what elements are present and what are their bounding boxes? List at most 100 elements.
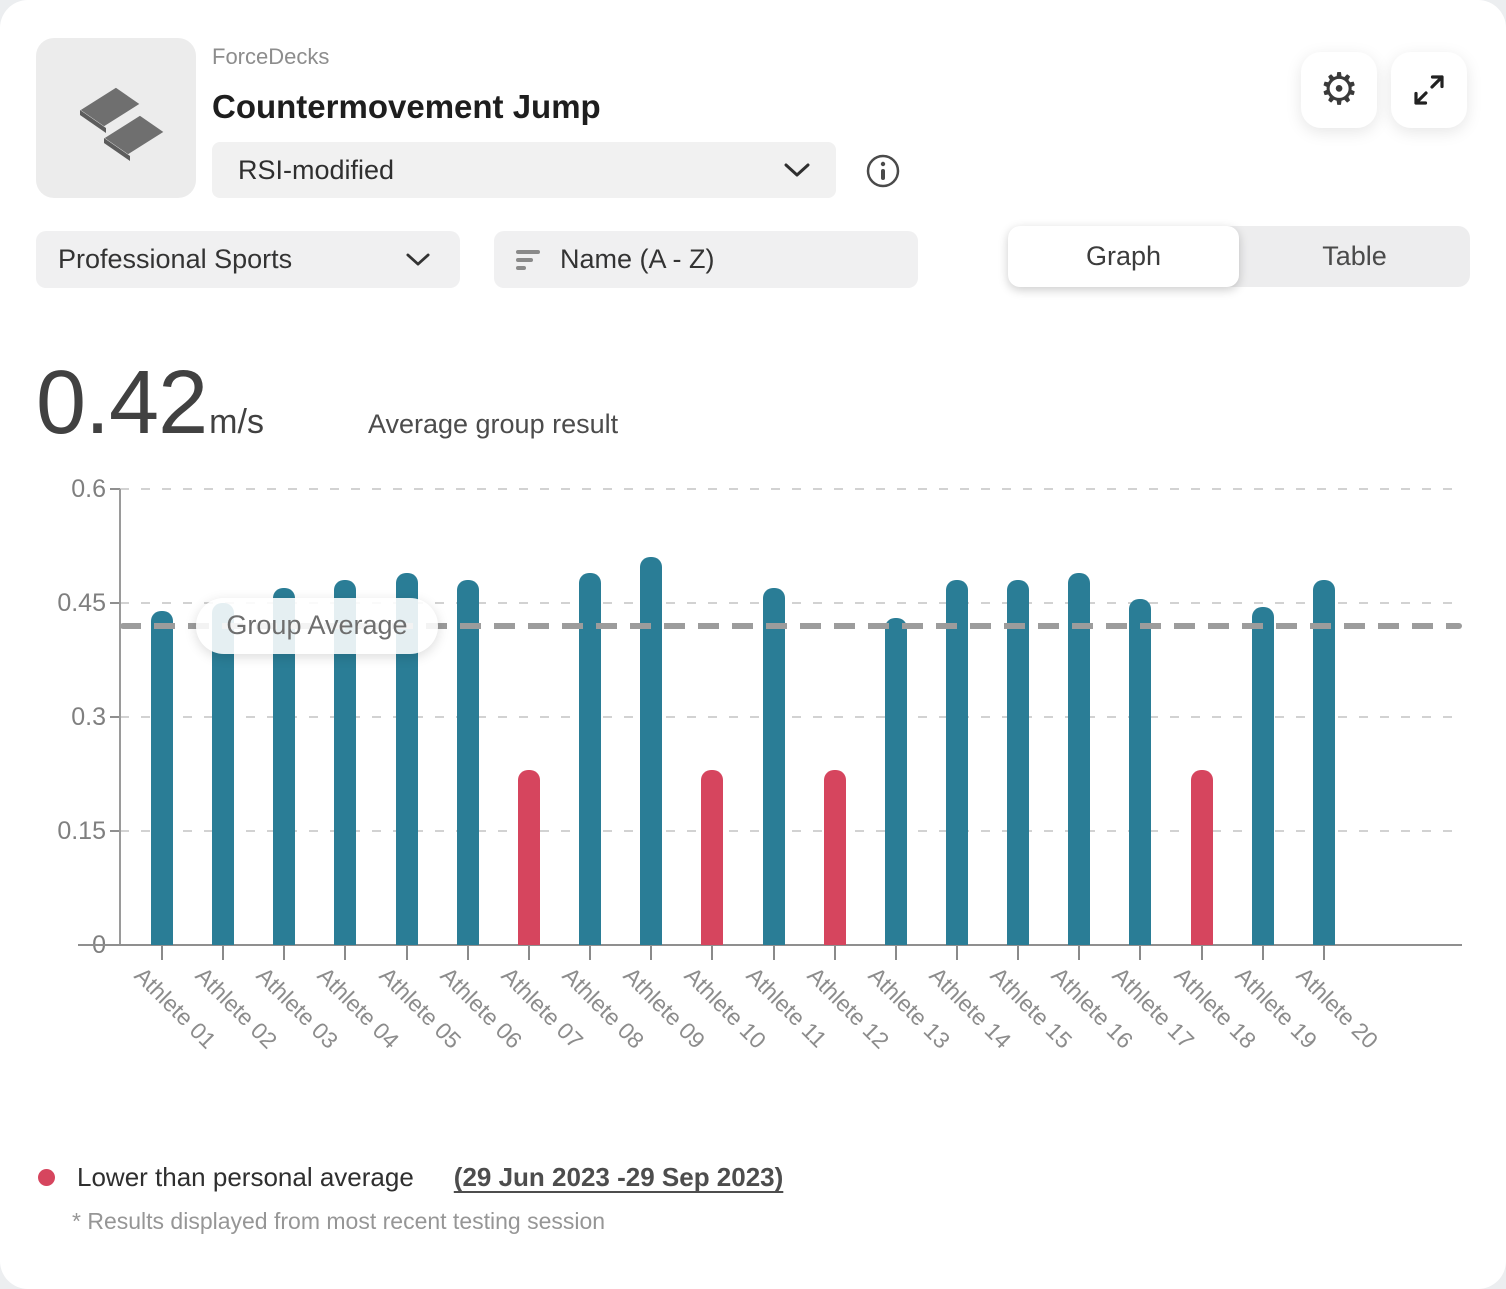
gridline (120, 488, 1462, 490)
date-range-link[interactable]: (29 Jun 2023 -29 Sep 2023) (453, 1162, 784, 1192)
group-average-pill[interactable]: Group Average (196, 597, 438, 654)
y-axis-label: 0.15 (57, 817, 106, 845)
x-axis-tick (1200, 946, 1203, 960)
legend: Lower than personal average (29 Jun 2023… (38, 1162, 783, 1193)
view-toggle: Graph Table (1008, 226, 1470, 287)
x-axis-tick (955, 946, 958, 960)
x-axis-label: Athlete 17 (1108, 962, 1200, 1054)
bar-athlete-07[interactable] (517, 770, 540, 945)
bar-athlete-12[interactable] (823, 770, 846, 945)
x-axis-tick (222, 946, 225, 960)
y-axis-label: 0 (92, 931, 106, 959)
x-axis-label: Athlete 10 (679, 962, 772, 1054)
group-average-stat: 0.42 m/s Average group result (36, 352, 618, 455)
bar-athlete-20[interactable] (1312, 580, 1335, 945)
x-axis-label: Athlete 07 (496, 962, 589, 1054)
x-axis-tick (1261, 946, 1264, 960)
x-axis-label: Athlete 11 (741, 962, 832, 1053)
x-axis-tick (833, 946, 836, 960)
y-axis-label: 0.3 (71, 703, 106, 731)
chevron-down-icon (406, 253, 430, 266)
bar-athlete-15[interactable] (1007, 580, 1030, 945)
x-axis-label: Athlete 13 (863, 962, 956, 1054)
y-axis-tick (110, 602, 120, 604)
x-axis-tick (1017, 946, 1020, 960)
sort-dropdown[interactable]: Name (A - Z) (494, 231, 918, 288)
x-axis-tick (894, 946, 897, 960)
bar-athlete-14[interactable] (945, 580, 968, 945)
x-axis-label: Athlete 14 (924, 962, 1017, 1054)
metric-dropdown-value: RSI-modified (238, 154, 395, 185)
legend-label: Lower than personal average (77, 1162, 414, 1192)
bar-athlete-10[interactable] (701, 770, 724, 945)
legend-marker (38, 1169, 55, 1186)
fullscreen-button[interactable] (1391, 52, 1467, 128)
x-axis-label: Athlete 16 (1046, 962, 1139, 1054)
x-axis-tick (711, 946, 714, 960)
bar-athlete-04[interactable] (334, 580, 357, 945)
x-axis-tick (527, 946, 530, 960)
x-axis-tick (405, 946, 408, 960)
x-axis-label: Athlete 01 (129, 962, 222, 1054)
x-axis-label: Athlete 12 (802, 962, 894, 1054)
x-axis-label: Athlete 03 (251, 962, 344, 1054)
y-axis-label: 0.45 (57, 589, 106, 617)
x-axis-tick (650, 946, 653, 960)
bar-athlete-19[interactable] (1251, 606, 1274, 945)
y-axis-line (119, 489, 121, 945)
expand-icon (1414, 75, 1444, 105)
x-axis-tick (1078, 946, 1081, 960)
group-filter-dropdown[interactable]: Professional Sports (36, 231, 460, 288)
bar-athlete-01[interactable] (151, 610, 173, 945)
y-axis-label: 0.6 (71, 475, 106, 503)
bar-athlete-03[interactable] (273, 587, 296, 945)
x-axis-label: Athlete 04 (313, 962, 405, 1054)
x-axis-tick (1139, 946, 1142, 960)
bar-athlete-08[interactable] (579, 572, 602, 945)
app-name: ForceDecks (212, 44, 330, 69)
tab-table[interactable]: Table (1322, 241, 1387, 271)
bar-athlete-11[interactable] (762, 587, 785, 945)
bar-athlete-02[interactable] (212, 603, 235, 945)
y-axis-tick (110, 830, 120, 832)
force-plates-icon (75, 84, 169, 161)
x-axis-tick (466, 946, 469, 960)
forcedecks-device-tile (36, 38, 196, 198)
y-axis-tick (110, 716, 120, 718)
stat-label: Average group result (367, 409, 619, 439)
info-icon[interactable] (864, 152, 902, 190)
bar-athlete-17[interactable] (1129, 599, 1152, 945)
settings-button[interactable]: ⚙ (1301, 52, 1377, 128)
bar-athlete-06[interactable] (456, 580, 479, 945)
sort-icon (516, 249, 540, 270)
stat-unit: m/s (209, 403, 264, 441)
bar-athlete-05[interactable] (395, 572, 418, 945)
x-axis-tick (589, 946, 592, 960)
y-axis-tick (110, 488, 120, 490)
page-title: Countermovement Jump (212, 88, 601, 125)
group-filter-value: Professional Sports (58, 244, 293, 274)
bar-athlete-09[interactable] (640, 557, 663, 945)
x-axis-tick (344, 946, 347, 960)
x-axis-tick (1322, 946, 1325, 960)
x-axis-label: Athlete 05 (374, 962, 466, 1054)
metric-dropdown[interactable]: RSI-modified (212, 142, 836, 198)
footnote: * Results displayed from most recent tes… (72, 1208, 606, 1234)
x-axis-label: Athlete 06 (435, 962, 528, 1054)
x-axis-tick (772, 946, 775, 960)
x-axis-label: Athlete 15 (985, 962, 1078, 1054)
x-axis-label: Athlete 02 (190, 962, 283, 1054)
bar-athlete-13[interactable] (884, 618, 907, 945)
sort-value: Name (A - Z) (560, 244, 715, 274)
x-axis-label: Athlete 09 (618, 962, 711, 1054)
bar-athlete-16[interactable] (1068, 572, 1091, 945)
bar-athlete-18[interactable] (1190, 770, 1213, 945)
x-axis-label: Athlete 19 (1230, 962, 1322, 1054)
x-axis-tick (161, 946, 163, 960)
x-axis-tick (283, 946, 286, 960)
x-axis-label: Athlete 20 (1291, 962, 1384, 1054)
tab-graph[interactable]: Graph (1008, 226, 1239, 287)
stat-value: 0.42 (36, 353, 208, 453)
x-axis-label: Athlete 08 (557, 962, 650, 1054)
